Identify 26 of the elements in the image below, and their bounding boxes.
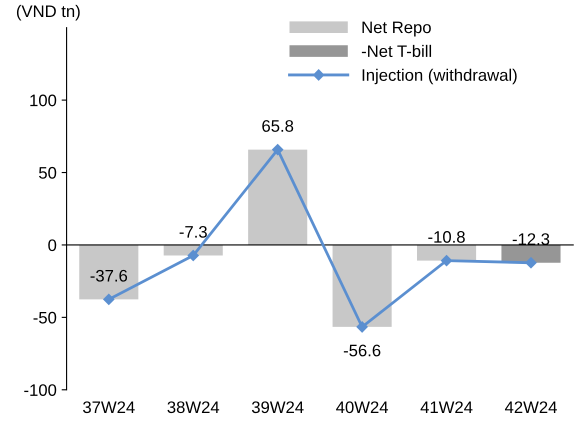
x-tick-label: 40W24: [336, 401, 388, 414]
data-label: 65.8: [262, 120, 294, 132]
x-tick-label: 37W24: [83, 401, 135, 414]
y-tick-label: -100: [24, 384, 56, 396]
y-axis-title: (VND tn): [16, 4, 80, 20]
data-label: -10.8: [428, 231, 465, 243]
legend-label: -Net T-bill: [362, 44, 432, 58]
y-tick-label: 50: [38, 166, 56, 179]
point: [103, 294, 114, 306]
y-tick-label: 0: [48, 239, 56, 252]
y-tick-label: -50: [34, 312, 56, 324]
legend-label: Injection (withdrawal): [362, 68, 517, 84]
point: [356, 321, 368, 333]
point: [188, 250, 199, 262]
x-tick-label: 41W24: [420, 401, 472, 413]
data-label: -56.6: [344, 344, 380, 356]
data-label: -7.3: [180, 226, 207, 238]
legend-label: Net Repo: [362, 22, 431, 36]
x-tick-label: 38W24: [167, 401, 220, 414]
point: [272, 144, 284, 156]
data-label: -37.6: [90, 270, 128, 282]
point: [440, 254, 452, 266]
x-tick-label: 42W24: [504, 401, 557, 413]
y-tick-label: 100: [30, 94, 56, 106]
x-tick-label: 39W24: [252, 401, 304, 414]
point: [525, 257, 537, 268]
